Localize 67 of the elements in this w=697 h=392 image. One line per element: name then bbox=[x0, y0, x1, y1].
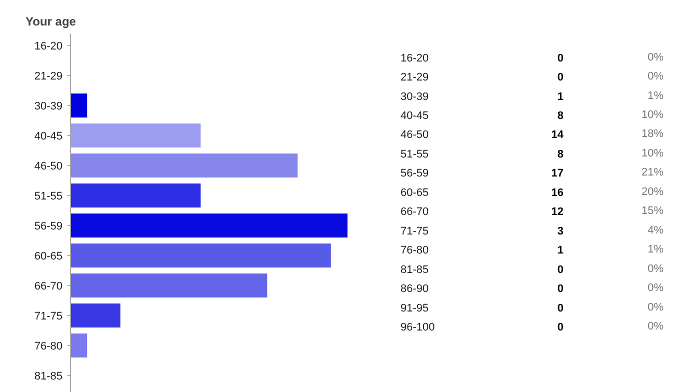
y-tick-label: 60-65 bbox=[34, 250, 63, 262]
data-label: 12 bbox=[551, 206, 564, 218]
y-tick-label: 30-39 bbox=[34, 100, 63, 112]
category-label: 16-20 bbox=[400, 52, 429, 64]
data-label: 0 bbox=[557, 264, 564, 276]
data-label: 14 bbox=[551, 129, 564, 142]
bar bbox=[70, 184, 201, 208]
category-label: 46-50 bbox=[400, 129, 429, 142]
data-label: 0 bbox=[557, 52, 564, 64]
text: 4% bbox=[648, 224, 664, 236]
text: 0% bbox=[648, 51, 664, 64]
category-label: 96-100 bbox=[400, 322, 435, 334]
category-label: 76-80 bbox=[400, 244, 429, 257]
category-label: 21-29 bbox=[400, 72, 429, 84]
y-tick-label: 16-20 bbox=[34, 40, 63, 52]
text: 1% bbox=[648, 90, 664, 102]
bar bbox=[70, 124, 201, 148]
chart-title: Your age bbox=[26, 14, 76, 28]
category-label: 30-39 bbox=[400, 90, 429, 103]
category-label: 91-95 bbox=[400, 302, 429, 314]
text: 0% bbox=[648, 262, 664, 275]
text: 1% bbox=[648, 244, 664, 256]
y-tick-label: 66-70 bbox=[34, 280, 63, 292]
data-label: 0 bbox=[557, 283, 564, 296]
data-label: 8 bbox=[557, 148, 564, 160]
bar bbox=[70, 304, 120, 328]
text: 20% bbox=[641, 186, 664, 198]
category-label: 60-65 bbox=[400, 186, 429, 199]
category-label: 81-85 bbox=[400, 264, 429, 276]
y-tick-label: 40-45 bbox=[34, 130, 63, 142]
y-tick-label: 46-50 bbox=[34, 160, 63, 172]
category-label: 51-55 bbox=[400, 148, 429, 160]
category-label: 71-75 bbox=[400, 225, 429, 238]
text: 0% bbox=[648, 282, 664, 294]
text: 0% bbox=[648, 320, 664, 333]
bar bbox=[70, 94, 88, 118]
bar bbox=[70, 334, 88, 358]
y-tick-label: 21-29 bbox=[34, 70, 63, 82]
bar bbox=[70, 244, 331, 268]
text: 15% bbox=[641, 205, 664, 218]
data-label: 0 bbox=[557, 322, 564, 334]
text: 0% bbox=[648, 70, 664, 83]
bar bbox=[70, 154, 298, 178]
data-label: 0 bbox=[557, 72, 564, 84]
y-tick-label: 81-85 bbox=[34, 370, 63, 382]
text: 18% bbox=[641, 128, 664, 140]
data-label: 0 bbox=[557, 302, 564, 314]
data-label: 1 bbox=[557, 90, 564, 103]
text: 10% bbox=[641, 109, 664, 122]
data-label: 16 bbox=[551, 186, 564, 199]
data-label: 1 bbox=[557, 244, 564, 257]
data-label: 8 bbox=[557, 110, 564, 122]
y-tick-label: 76-80 bbox=[34, 340, 63, 352]
text: 0% bbox=[648, 301, 664, 314]
y-tick-label: 71-75 bbox=[34, 310, 63, 322]
category-label: 56-59 bbox=[400, 168, 429, 180]
data-label: 17 bbox=[551, 168, 564, 180]
text: 10% bbox=[641, 147, 664, 160]
category-label: 86-90 bbox=[400, 283, 429, 296]
bar bbox=[70, 274, 268, 298]
bar bbox=[70, 214, 348, 238]
category-label: 66-70 bbox=[400, 206, 429, 218]
category-label: 40-45 bbox=[400, 110, 429, 122]
data-label: 3 bbox=[557, 225, 564, 238]
text: 21% bbox=[641, 166, 664, 179]
y-tick-label: 56-59 bbox=[34, 220, 63, 232]
y-tick-label: 51-55 bbox=[34, 190, 63, 202]
